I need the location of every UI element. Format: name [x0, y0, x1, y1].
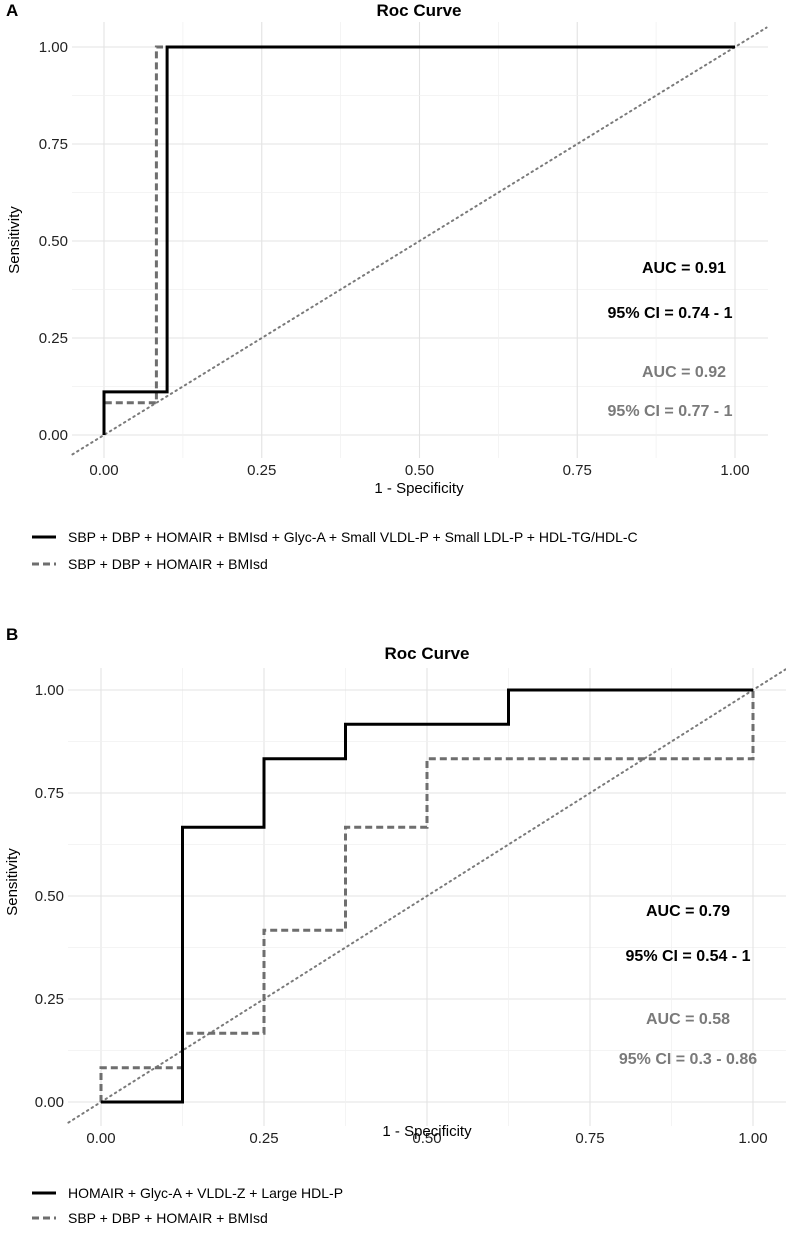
y-ticks-b: 0.00 0.25 0.50 0.75 1.00 — [35, 682, 64, 1111]
y-tick-label: 0.00 — [39, 427, 68, 444]
auc-label-1-b: AUC = 0.79 — [646, 903, 730, 920]
x-tick-label: 0.75 — [575, 1130, 604, 1147]
y-tick-label: 0.00 — [35, 1094, 64, 1111]
legend-label-1-a: SBP + DBP + HOMAIR + BMIsd + Glyc-A + Sm… — [68, 529, 638, 545]
ci-label-1-b: 95% CI = 0.54 - 1 — [626, 948, 751, 965]
x-tick-label: 0.50 — [412, 1130, 441, 1147]
auc-label-2-a: AUC = 0.92 — [642, 364, 726, 381]
roc-chart-b: B Roc Curve 0.00 0.25 0.50 0.75 1.00 0.0… — [4, 625, 786, 1226]
y-tick-label: 0.25 — [35, 991, 64, 1008]
panel-letter-b: B — [6, 625, 18, 644]
y-tick-label: 0.50 — [39, 233, 68, 250]
diagonal-line — [67, 668, 786, 1124]
ci-label-1-a: 95% CI = 0.74 - 1 — [608, 305, 733, 322]
x-axis-label-a: 1 - Specificity — [374, 480, 464, 497]
legend-b: HOMAIR + Glyc-A + VLDL-Z + Large HDL-P S… — [32, 1185, 343, 1226]
auc-label-2-b: AUC = 0.58 — [646, 1011, 730, 1028]
x-tick-label: 0.00 — [89, 462, 118, 479]
chart-title-a: Roc Curve — [376, 1, 461, 20]
chart-title-b: Roc Curve — [384, 644, 469, 663]
series-group-b — [99, 688, 755, 1104]
roc-chart-a: A Roc Curve 0.00 0.25 0.50 0.75 1.00 0.0… — [6, 1, 768, 572]
legend-label-2-b: SBP + DBP + HOMAIR + BMIsd — [68, 1210, 268, 1226]
x-axis-label-b: 1 - Specificity — [382, 1123, 472, 1140]
y-axis-label-a: Sensitivity — [6, 206, 23, 274]
series-group-a — [102, 45, 735, 435]
legend-label-2-a: SBP + DBP + HOMAIR + BMIsd — [68, 556, 268, 572]
diagonal-line — [71, 26, 768, 456]
series-line-solid — [101, 688, 753, 1104]
x-tick-label: 0.00 — [86, 1130, 115, 1147]
legend-a: SBP + DBP + HOMAIR + BMIsd + Glyc-A + Sm… — [32, 529, 638, 572]
auc-label-1-a: AUC = 0.91 — [642, 260, 726, 277]
legend-label-1-b: HOMAIR + Glyc-A + VLDL-Z + Large HDL-P — [68, 1185, 343, 1201]
panel-letter-a: A — [6, 1, 18, 20]
x-ticks-b: 0.00 0.25 0.50 0.75 1.00 — [86, 1130, 767, 1147]
y-tick-label: 1.00 — [39, 39, 68, 56]
y-tick-label: 0.50 — [35, 888, 64, 905]
x-tick-label: 1.00 — [720, 462, 749, 479]
x-tick-label: 1.00 — [738, 1130, 767, 1147]
y-tick-label: 1.00 — [35, 682, 64, 699]
y-ticks-a: 0.00 0.25 0.50 0.75 1.00 — [39, 39, 68, 444]
ci-label-2-b: 95% CI = 0.3 - 0.86 — [619, 1051, 757, 1068]
diagonal-reference-b — [67, 668, 786, 1124]
x-tick-label: 0.25 — [249, 1130, 278, 1147]
x-tick-label: 0.50 — [405, 462, 434, 479]
y-axis-label-b: Sensitivity — [4, 848, 21, 916]
y-tick-label: 0.25 — [39, 330, 68, 347]
series-line-dashed — [99, 690, 755, 1102]
diagonal-reference-a — [71, 26, 768, 456]
series-line-solid — [102, 45, 735, 435]
y-tick-label: 0.75 — [35, 785, 64, 802]
x-tick-label: 0.75 — [563, 462, 592, 479]
x-tick-label: 0.25 — [247, 462, 276, 479]
ci-label-2-a: 95% CI = 0.77 - 1 — [608, 403, 733, 420]
y-tick-label: 0.75 — [39, 136, 68, 153]
grid-b — [68, 668, 786, 1126]
x-ticks-a: 0.00 0.25 0.50 0.75 1.00 — [89, 462, 749, 479]
